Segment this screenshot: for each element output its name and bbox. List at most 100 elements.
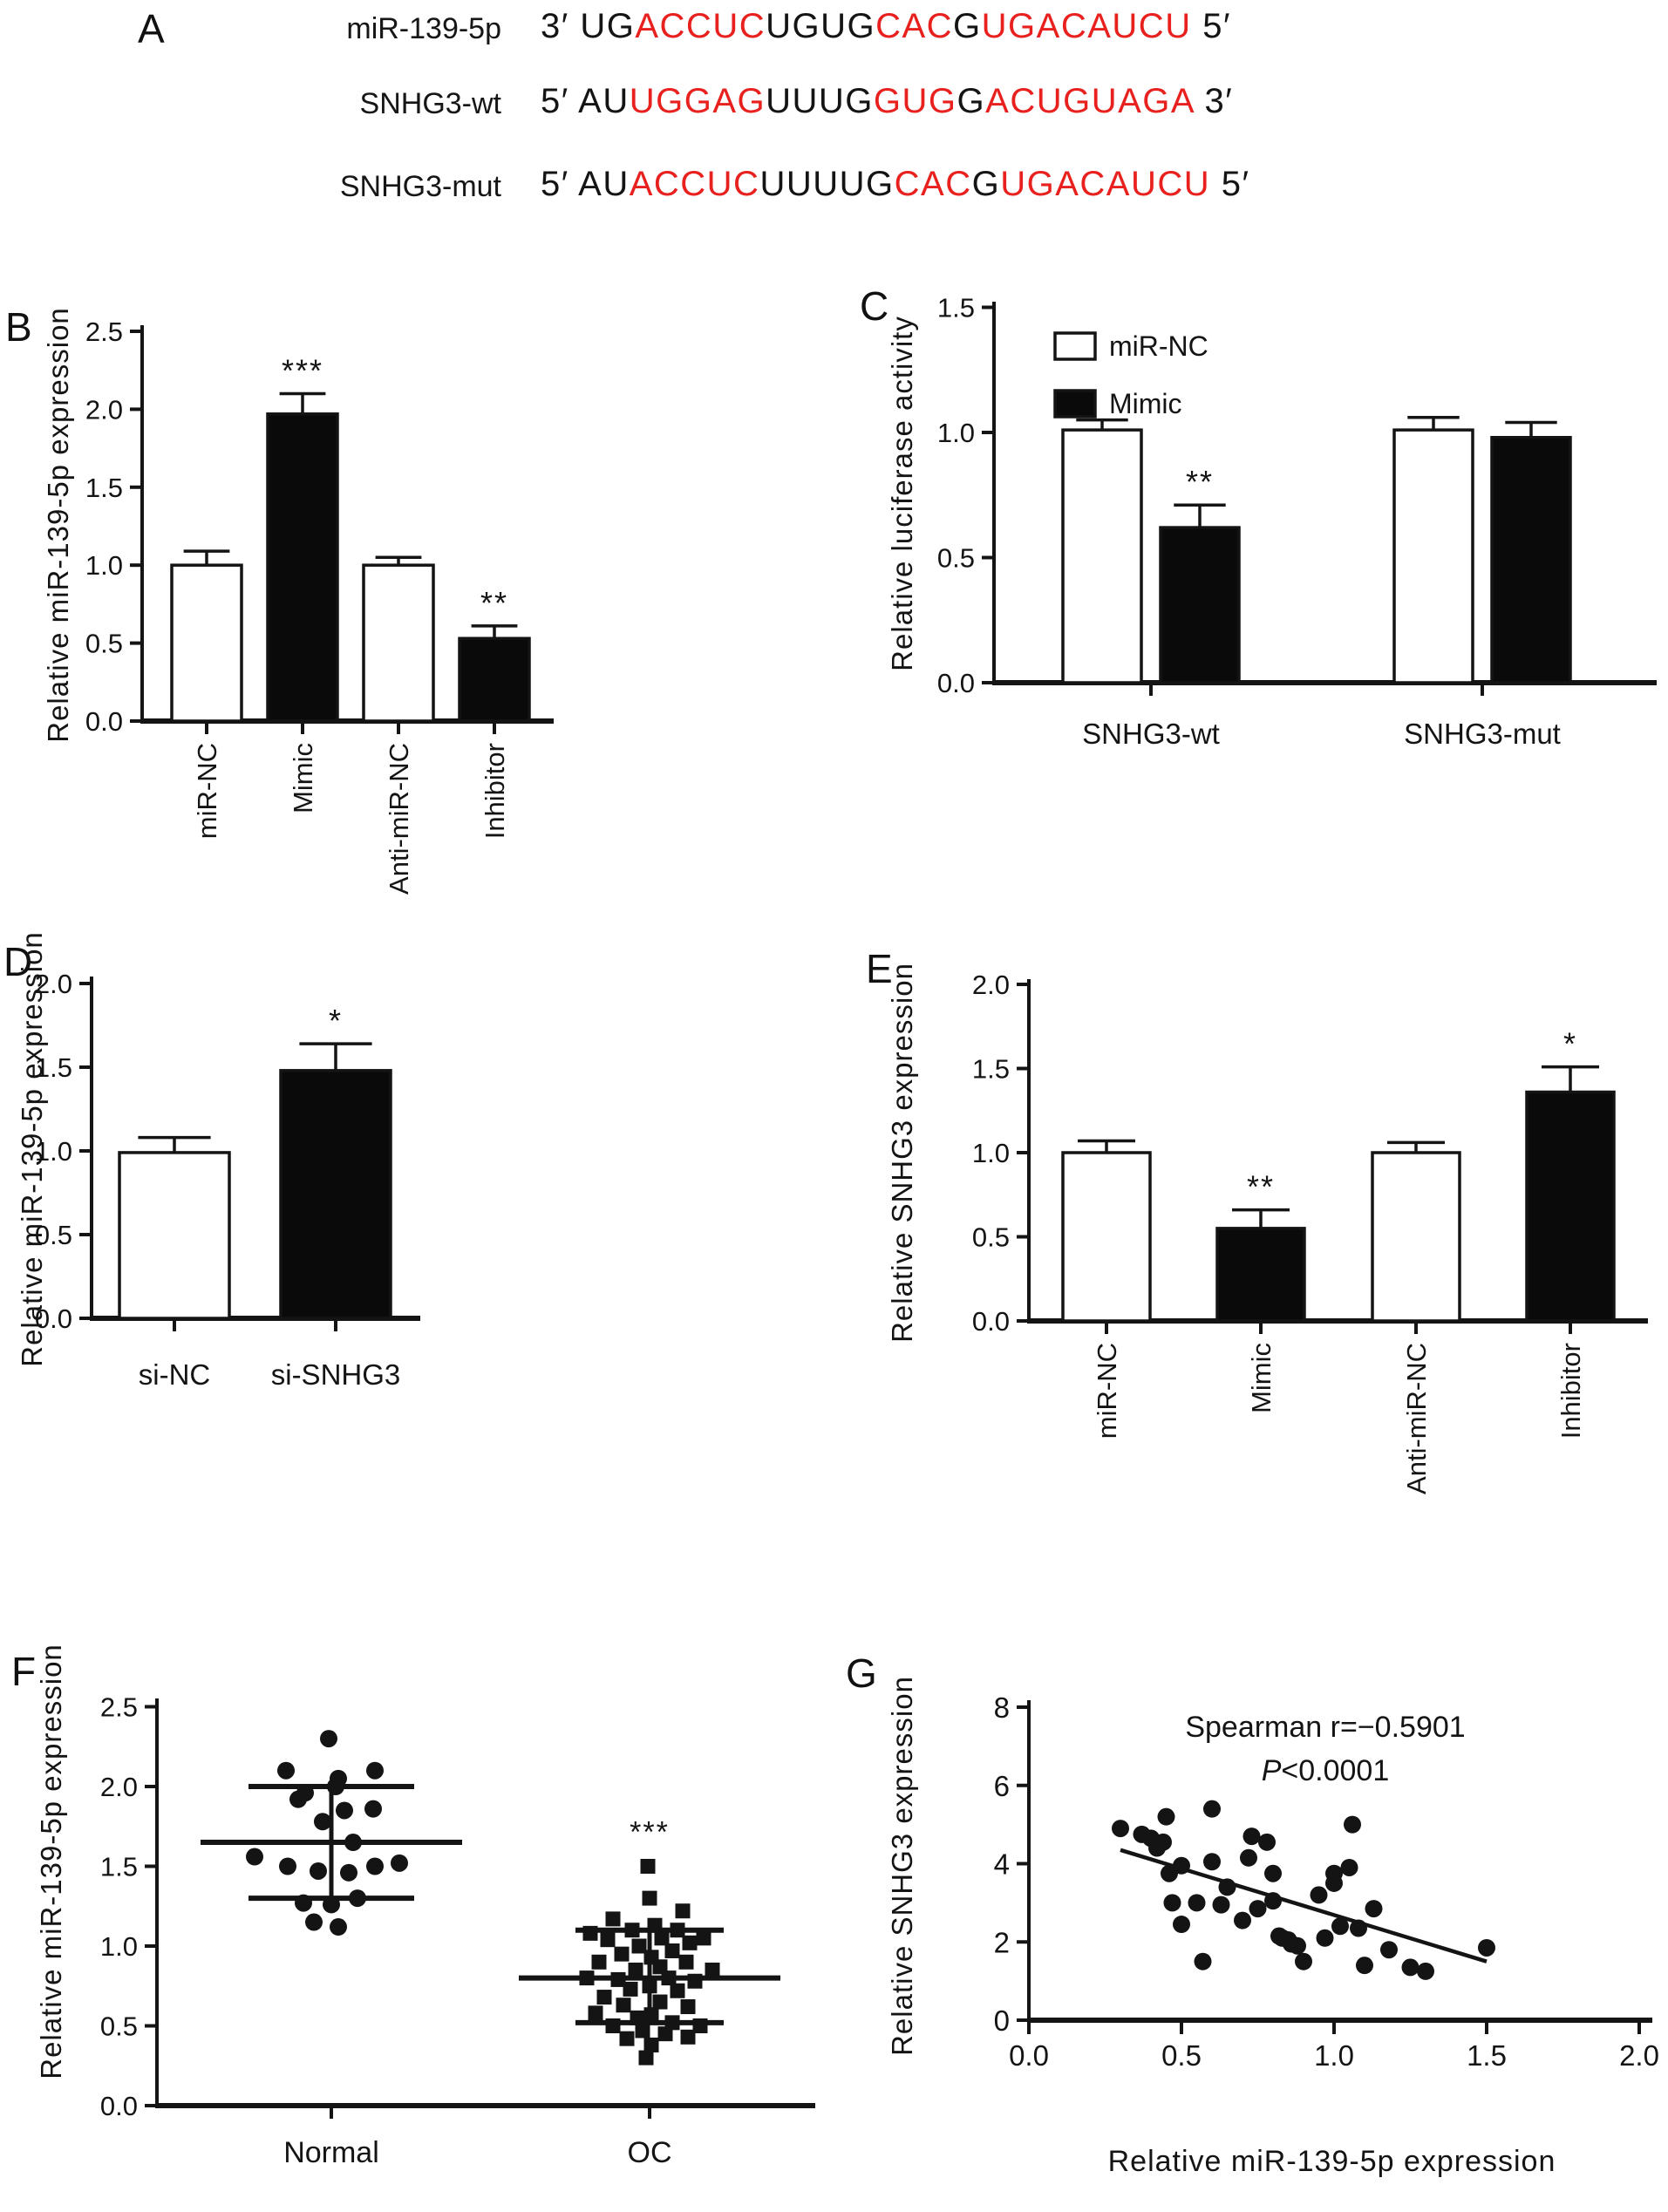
x-category-label: Anti-miR-NC — [1401, 1343, 1432, 1494]
y-tick-label: 1.0 — [937, 418, 975, 448]
y-tick-label: 0.5 — [100, 2011, 138, 2042]
annotation-pvalue: P<0.0001 — [1262, 1754, 1390, 1787]
legend-swatch-miR-NC — [1053, 331, 1097, 361]
data-point-square — [605, 1911, 621, 1927]
x-tick-label: 2.0 — [1619, 2039, 1659, 2072]
x-tick-label: 1.0 — [1314, 2039, 1354, 2072]
significance-label: ** — [480, 585, 508, 621]
y-tick-label: 1.5 — [937, 293, 975, 323]
data-point-circle — [1310, 1886, 1328, 1904]
sequence-segment: 3′ — [1193, 82, 1234, 120]
panel-label-b: B — [5, 304, 33, 350]
data-point-square — [675, 1903, 691, 1919]
data-point-circle — [310, 1861, 327, 1880]
y-axis-title: Relative miR-139-5p expression — [42, 307, 74, 743]
sequence-segment: UUUG — [766, 82, 874, 120]
y-tick-label: 1.5 — [972, 1054, 1010, 1085]
data-point-square — [619, 2031, 635, 2046]
bar — [1215, 1227, 1306, 1323]
y-tick-label: 1.0 — [972, 1138, 1010, 1168]
sequence-segment: 5′ AU — [541, 165, 630, 203]
y-tick-label: 0.0 — [35, 1303, 72, 1334]
significance-label: * — [329, 1003, 343, 1038]
data-point-square — [642, 1890, 657, 1906]
bar — [1061, 428, 1143, 684]
data-point-circle — [1163, 1894, 1181, 1912]
sequence-name: SNHG3-wt — [359, 87, 501, 120]
bar — [458, 636, 531, 723]
data-point-circle — [1173, 1916, 1190, 1934]
legend-label: miR-NC — [1109, 330, 1208, 362]
data-point-circle — [1380, 1941, 1398, 1959]
bar — [362, 563, 435, 723]
bar — [1525, 1090, 1616, 1323]
legend-label: Mimic — [1109, 388, 1182, 419]
sequence-segment: G — [971, 165, 1001, 203]
data-point-circle — [330, 1918, 347, 1936]
data-point-circle — [1401, 1958, 1420, 1977]
panel-label-e: E — [866, 946, 894, 991]
significance-label: *** — [630, 1816, 670, 1849]
data-point-square — [623, 1981, 638, 1997]
panel-label-g: G — [846, 1650, 878, 1696]
legend-swatch-Mimic — [1053, 389, 1097, 419]
data-point-circle — [1417, 1962, 1434, 1980]
sequence-segment-highlight: UGACAUCU — [1000, 165, 1211, 203]
data-point-square — [682, 1935, 698, 1950]
bar — [1159, 526, 1241, 684]
significance-label: * — [1563, 1026, 1577, 1062]
y-axis-title: Relative SNHG3 expression — [886, 963, 918, 1343]
trend-line — [1120, 1848, 1488, 1964]
y-tick-label: 0.0 — [100, 2091, 138, 2121]
x-category-label: Mimic — [288, 743, 318, 813]
panel-label-a: A — [138, 6, 166, 51]
data-point-circle — [305, 1913, 323, 1931]
significance-label: ** — [1186, 464, 1214, 500]
x-category-label: si-NC — [139, 1358, 210, 1391]
y-tick-label: 1.5 — [100, 1852, 138, 1882]
sequence-segment-highlight: CAC — [894, 165, 972, 203]
data-point-square — [614, 1946, 630, 1962]
data-point-circle — [366, 1761, 384, 1780]
data-point-circle — [320, 1730, 337, 1748]
data-point-circle — [1289, 1936, 1306, 1955]
data-point-square — [678, 1954, 694, 1970]
sequence-segment: 5′ — [1191, 7, 1231, 45]
bar — [266, 412, 339, 723]
x-category-label: OC — [628, 2136, 672, 2169]
data-point-circle — [1325, 1864, 1343, 1882]
data-point-circle — [277, 1761, 295, 1780]
data-point-circle — [1112, 1820, 1129, 1838]
y-tick-label: 6 — [994, 1770, 1010, 1802]
data-point-circle — [366, 1857, 384, 1875]
data-point-square — [631, 1938, 647, 1954]
data-point-circle — [1258, 1833, 1276, 1851]
data-point-square — [705, 1962, 720, 1977]
x-category-label: Normal — [283, 2136, 379, 2169]
data-point-square — [657, 2026, 673, 2042]
data-point-circle — [1365, 1900, 1383, 1918]
sequence-text: 3′ UGACCUCUGUGCACGUGACAUCU 5′ — [541, 7, 1231, 46]
x-axis-title: Relative miR-139-5p expression — [1108, 2145, 1556, 2178]
sequence-segment-highlight: CAC — [875, 7, 954, 45]
data-point-circle — [1242, 1827, 1261, 1846]
data-point-square — [638, 2050, 654, 2066]
data-point-circle — [1154, 1833, 1172, 1851]
data-point-circle — [1295, 1952, 1312, 1970]
x-tick-label: 0.5 — [1161, 2039, 1202, 2072]
x-category-label: Mimic — [1246, 1343, 1277, 1413]
sequence-segment: UGUG — [766, 7, 876, 45]
y-tick-label: 0.5 — [972, 1222, 1010, 1253]
significance-label: *** — [282, 353, 323, 389]
sequence-segment-highlight: ACUGUAGA — [985, 82, 1194, 120]
data-point-square — [600, 1932, 616, 1948]
data-point-square — [588, 2005, 603, 2021]
y-axis-title: Relative miR-139-5p expression — [16, 931, 48, 1367]
bar — [170, 563, 243, 723]
x-category-label: miR-NC — [1092, 1343, 1122, 1439]
panel-label-c: C — [860, 283, 890, 329]
y-axis-title: Relative SNHG3 expression — [886, 1676, 918, 2056]
data-point-circle — [1344, 1815, 1361, 1834]
data-point-circle — [1340, 1858, 1358, 1876]
x-category-label: si-SNHG3 — [271, 1358, 401, 1391]
